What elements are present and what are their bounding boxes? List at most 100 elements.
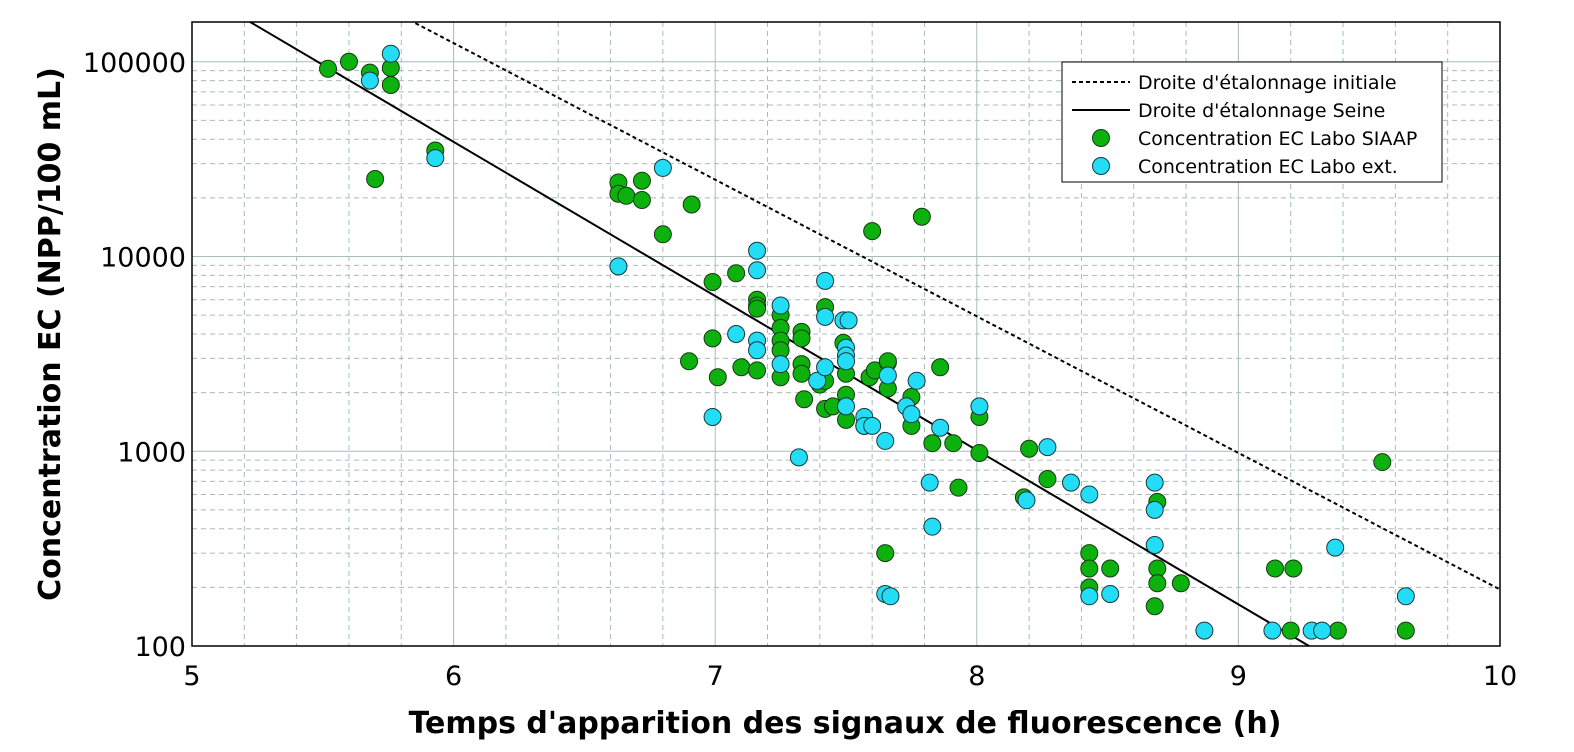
point-siaap — [319, 59, 338, 78]
point-ext — [703, 407, 722, 426]
x-axis-title: Temps d'apparition des signaux de fluore… — [409, 706, 1282, 741]
point-siaap — [923, 434, 942, 453]
point-ext — [748, 341, 767, 360]
point-ext — [1080, 587, 1099, 606]
point-siaap — [748, 361, 767, 380]
point-siaap — [1038, 470, 1057, 489]
point-siaap — [1281, 621, 1300, 640]
point-siaap — [970, 443, 989, 462]
point-ext — [816, 271, 835, 290]
calibration-line-initial — [411, 22, 1500, 591]
point-ext — [426, 149, 445, 168]
legend-marker-ext — [1092, 157, 1110, 175]
x-axis-ticks: 5 6 7 8 9 10 — [183, 661, 1517, 692]
point-ext — [381, 44, 400, 63]
point-ext — [902, 405, 921, 424]
point-siaap — [792, 364, 811, 383]
plot-frame — [191, 21, 1501, 647]
y-tick-label: 10000 — [100, 243, 186, 274]
legend-box — [1061, 61, 1443, 183]
point-ext — [881, 587, 900, 606]
x-tick-label: 5 — [183, 661, 200, 692]
point-siaap — [339, 52, 358, 71]
point-ext — [1145, 473, 1164, 492]
legend-label-ext: Concentration EC Labo ext. — [1138, 156, 1398, 178]
point-ext — [878, 366, 897, 385]
point-ext — [876, 431, 895, 450]
point-siaap — [1373, 453, 1392, 472]
point-ext — [808, 371, 827, 390]
data-points — [319, 44, 1415, 640]
point-siaap — [1148, 574, 1167, 593]
point-siaap — [944, 434, 963, 453]
point-siaap — [653, 225, 672, 244]
point-ext — [771, 296, 790, 315]
point-ext — [816, 307, 835, 326]
point-ext — [653, 158, 672, 177]
point-siaap — [748, 299, 767, 318]
legend-label-seine: Droite d'étalonnage Seine — [1138, 100, 1385, 122]
point-ext — [1080, 485, 1099, 504]
point-siaap — [680, 352, 699, 371]
point-siaap — [732, 358, 751, 377]
point-ext — [771, 355, 790, 374]
point-siaap — [1328, 621, 1347, 640]
point-siaap — [703, 329, 722, 348]
point-siaap — [795, 390, 814, 409]
point-siaap — [632, 171, 651, 190]
point-siaap — [1080, 559, 1099, 578]
x-tick-label: 9 — [1230, 661, 1247, 692]
y-tick-label: 100 — [134, 632, 186, 663]
point-ext — [727, 325, 746, 343]
point-ext — [1195, 621, 1214, 640]
point-siaap — [1145, 597, 1164, 616]
legend-marker-siaap — [1092, 129, 1110, 147]
point-siaap — [931, 358, 950, 377]
point-ext — [907, 371, 926, 390]
y-tick-label: 1000 — [117, 437, 186, 468]
point-ext — [970, 397, 989, 416]
point-ext — [748, 261, 767, 280]
point-ext — [1313, 621, 1332, 640]
point-ext — [816, 358, 835, 377]
y-axis-ticks: 100 1000 10000 100000 — [83, 48, 186, 663]
point-siaap — [617, 186, 636, 205]
point-ext — [789, 448, 808, 467]
point-siaap — [792, 329, 811, 348]
legend-label-siaap: Concentration EC Labo SIAAP — [1138, 128, 1417, 150]
point-ext — [1101, 584, 1120, 603]
y-tick-label: 100000 — [83, 48, 186, 79]
point-ext — [923, 517, 942, 536]
point-siaap — [632, 191, 651, 210]
point-ext — [1263, 621, 1282, 640]
point-siaap — [703, 272, 722, 291]
point-siaap — [381, 75, 400, 94]
point-siaap — [1396, 621, 1415, 640]
plot-area-border — [191, 21, 1501, 647]
point-ext — [837, 397, 855, 416]
point-siaap — [682, 195, 701, 214]
point-ext — [609, 257, 628, 276]
point-siaap — [949, 478, 968, 497]
point-ext — [360, 71, 379, 90]
point-ext — [1061, 473, 1080, 492]
point-ext — [748, 241, 767, 260]
point-siaap — [1284, 559, 1303, 578]
point-ext — [931, 418, 950, 437]
x-tick-label: 8 — [968, 661, 985, 692]
point-siaap — [1020, 439, 1039, 458]
point-siaap — [708, 368, 727, 387]
point-siaap — [876, 544, 895, 563]
x-tick-label: 10 — [1483, 661, 1517, 692]
point-ext — [1145, 500, 1164, 519]
calibration-lines — [248, 22, 1500, 646]
point-siaap — [1080, 544, 1099, 563]
x-tick-label: 6 — [445, 661, 462, 692]
point-siaap — [912, 207, 931, 226]
point-siaap — [1101, 559, 1120, 578]
point-siaap — [727, 264, 746, 283]
point-ext — [837, 352, 855, 371]
point-siaap — [1171, 574, 1190, 593]
point-ext — [839, 311, 858, 330]
